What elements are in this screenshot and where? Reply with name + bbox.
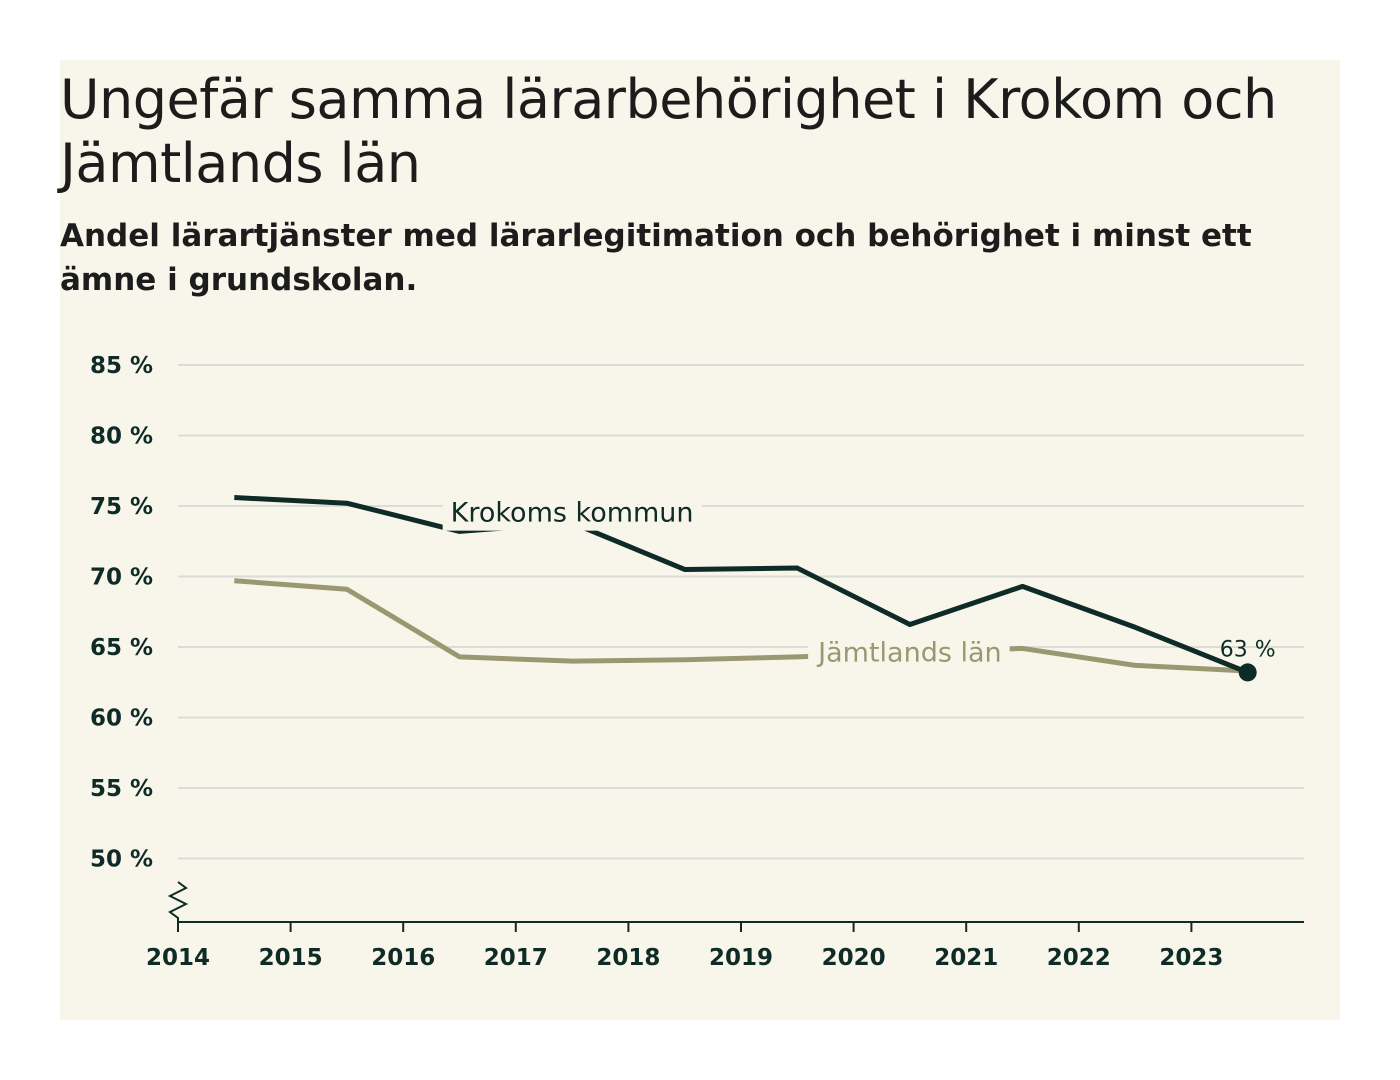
x-tick-label: 2022 bbox=[1047, 945, 1111, 971]
y-tick-label: 65 % bbox=[90, 635, 153, 661]
series-line-jämtlands-län bbox=[234, 578, 1248, 674]
series-label-background bbox=[442, 495, 702, 531]
x-tick-label: 2019 bbox=[709, 945, 773, 971]
x-tick-label: 2023 bbox=[1159, 945, 1223, 971]
chart-title: Ungefär samma lärarbehörighet i Krokom o… bbox=[60, 68, 1277, 195]
x-tick-label: 2018 bbox=[596, 945, 660, 971]
y-tick-label: 80 % bbox=[90, 424, 153, 450]
y-tick-label: 60 % bbox=[90, 706, 153, 732]
chart-card: Ungefär samma lärarbehörighet i Krokom o… bbox=[60, 60, 1340, 1020]
x-tick-label: 2014 bbox=[146, 945, 210, 971]
chart-subtitle: Andel lärartjänster med lärarlegitimatio… bbox=[60, 218, 1252, 298]
series-label: Jämtlands län bbox=[816, 637, 1002, 668]
end-value-label: 63 % bbox=[1220, 637, 1276, 662]
line-chart: 50 % 55 % 60 % 65 % 70 % 75 % 80 % 85 % 2014 2015… bbox=[90, 353, 1304, 971]
series-line-krokoms-kommun bbox=[234, 495, 1249, 675]
x-tick-label: 2015 bbox=[259, 945, 323, 971]
x-tick-label: 2021 bbox=[934, 945, 998, 971]
y-tick-label: 70 % bbox=[90, 565, 153, 591]
x-tick-label: 2016 bbox=[371, 945, 435, 971]
series-label: Krokoms kommun bbox=[451, 498, 694, 529]
y-tick-label: 55 % bbox=[90, 776, 153, 802]
end-point-marker bbox=[1238, 663, 1257, 682]
y-tick-label: 85 % bbox=[90, 353, 153, 379]
y-tick-label: 75 % bbox=[90, 494, 153, 520]
x-tick-label: 2020 bbox=[822, 945, 886, 971]
x-tick-label: 2017 bbox=[484, 945, 548, 971]
y-tick-label: 50 % bbox=[90, 847, 153, 873]
axis-break-icon bbox=[167, 881, 189, 922]
series-label-background bbox=[808, 635, 1010, 671]
